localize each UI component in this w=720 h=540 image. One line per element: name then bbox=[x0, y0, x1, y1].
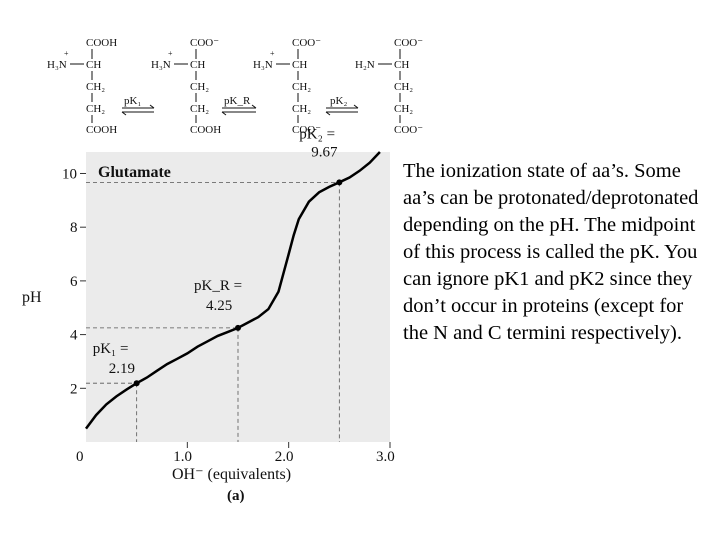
arrow-1-label: pK₁ bbox=[124, 95, 141, 107]
species-3-ca: CH bbox=[292, 59, 307, 71]
panel-label: (a) bbox=[227, 488, 245, 504]
species-4-ch2a: CH₂ bbox=[394, 81, 413, 93]
pk-label-name: pK₁ = bbox=[93, 341, 129, 357]
titration-chart: Glutamate 0 1.0 2.0 3.0 2 4 6 8 10 pK₁ = 2.19 pK_… bbox=[22, 126, 395, 504]
species-4-bottom: COO⁻ bbox=[394, 124, 423, 136]
pk-point bbox=[336, 179, 343, 186]
pk-label-value: 2.19 bbox=[109, 361, 135, 377]
ionization-scheme: COOH + H₃N CH CH₂ CH₂ COOH COO⁻ + H₃N CH… bbox=[47, 37, 423, 136]
x-tick-label: 2.0 bbox=[275, 449, 294, 465]
pk-label-value: 4.25 bbox=[206, 298, 232, 314]
species-3-ch2b: CH₂ bbox=[292, 103, 311, 115]
species-1-top: COOH bbox=[86, 37, 117, 49]
species-1-charge: + bbox=[64, 49, 69, 58]
species-4-amine: H₂N bbox=[355, 59, 375, 71]
equilibrium-arrow-2: pK_R bbox=[221, 95, 257, 116]
x-axis-label: OH⁻ (equivalents) bbox=[172, 466, 291, 483]
species-2-ca: CH bbox=[190, 59, 205, 71]
species-1-amine: H₃N bbox=[47, 59, 67, 71]
y-tick-label: 4 bbox=[70, 328, 78, 344]
species-2-amine: H₃N bbox=[151, 59, 171, 71]
equilibrium-arrow-1: pK₁ bbox=[121, 95, 155, 116]
species-1-bottom: COOH bbox=[86, 124, 117, 136]
species-3-ch2a: CH₂ bbox=[292, 81, 311, 93]
arrow-3-label: pK₂ bbox=[330, 95, 347, 107]
y-tick-label: 6 bbox=[70, 274, 78, 290]
species-1-ch2b: CH₂ bbox=[86, 103, 105, 115]
species-2-top: COO⁻ bbox=[190, 37, 219, 49]
species-4-ca: CH bbox=[394, 59, 409, 71]
species-2-bottom: COOH bbox=[190, 124, 221, 136]
pk-label-value: 9.67 bbox=[311, 144, 338, 160]
pk-label-name: pK₂ = bbox=[299, 126, 335, 142]
x-tick-label: 0 bbox=[76, 449, 84, 465]
species-3-top: COO⁻ bbox=[292, 37, 321, 49]
species-4-ch2b: CH₂ bbox=[394, 103, 413, 115]
y-tick-label: 10 bbox=[62, 167, 77, 183]
species-3: COO⁻ + H₃N CH CH₂ CH₂ COO⁻ bbox=[253, 37, 321, 136]
chart-title: Glutamate bbox=[98, 164, 171, 181]
equilibrium-arrow-3: pK₂ bbox=[325, 95, 359, 116]
x-tick-label: 1.0 bbox=[173, 449, 192, 465]
species-3-bottom: COO⁻ bbox=[292, 124, 321, 136]
species-1: COOH + H₃N CH CH₂ CH₂ COOH bbox=[47, 37, 117, 136]
species-2-ch2b: CH₂ bbox=[190, 103, 209, 115]
species-4-top: COO⁻ bbox=[394, 37, 423, 49]
pk-point bbox=[235, 324, 241, 331]
species-3-amine: H₃N bbox=[253, 59, 273, 71]
x-tick-label: 3.0 bbox=[376, 449, 395, 465]
species-2-charge: + bbox=[168, 49, 173, 58]
y-axis-label: pH bbox=[22, 289, 42, 306]
y-tick-label: 2 bbox=[70, 381, 78, 397]
species-4: COO⁻ H₂N CH CH₂ CH₂ COO⁻ bbox=[355, 37, 423, 136]
species-2-ch2a: CH₂ bbox=[190, 81, 209, 93]
y-tick-label: 8 bbox=[70, 220, 78, 236]
pk-label-name: pK_R = bbox=[194, 278, 242, 294]
species-1-ca: CH bbox=[86, 59, 101, 71]
species-1-ch2a: CH₂ bbox=[86, 81, 105, 93]
pk-point bbox=[133, 380, 140, 387]
species-2: COO⁻ + H₃N CH CH₂ CH₂ COOH bbox=[151, 37, 221, 136]
species-3-charge: + bbox=[270, 49, 275, 58]
caption: The ionization state of aa’s. Some aa’s … bbox=[403, 160, 699, 344]
arrow-2-label: pK_R bbox=[224, 95, 251, 107]
